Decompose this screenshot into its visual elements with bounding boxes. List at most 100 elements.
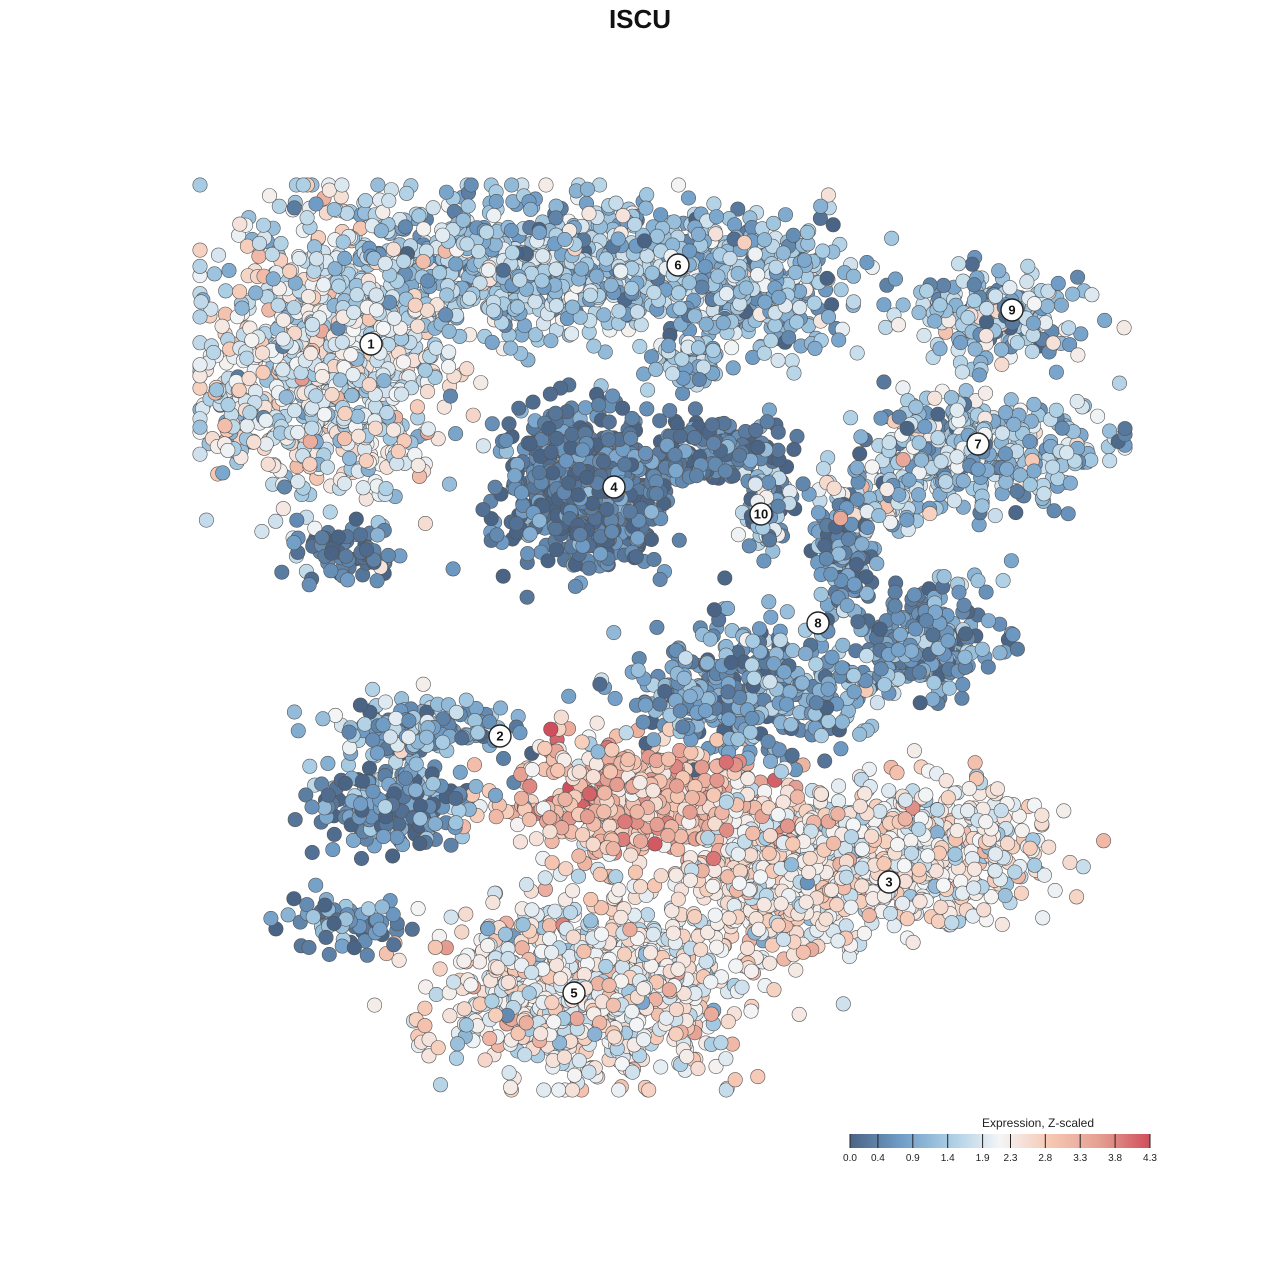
cell-point	[315, 711, 331, 727]
cell-point	[813, 198, 829, 214]
cell-point	[359, 947, 375, 963]
cell-point	[452, 764, 468, 780]
cell-point	[1035, 910, 1051, 926]
cell-point	[662, 403, 678, 419]
cell-point	[957, 626, 973, 642]
cell-point	[465, 407, 481, 423]
cell-point	[232, 216, 248, 232]
cell-point	[385, 241, 401, 257]
cell-point	[1070, 269, 1086, 285]
cell-point	[954, 690, 970, 706]
cell-point	[484, 416, 500, 432]
cell-points	[192, 177, 1133, 1098]
cell-point	[365, 732, 381, 748]
cell-point	[459, 361, 475, 377]
cell-point	[286, 704, 302, 720]
cell-point	[391, 952, 407, 968]
cell-point	[994, 356, 1010, 372]
cell-point	[443, 909, 459, 925]
cell-point	[831, 778, 847, 794]
cell-point	[905, 934, 921, 950]
cell-point	[268, 513, 284, 529]
cell-point	[791, 1006, 807, 1022]
cell-point	[367, 997, 383, 1013]
cell-point	[286, 200, 302, 216]
cell-point	[340, 572, 356, 588]
cell-point	[784, 353, 800, 369]
cell-point	[1112, 375, 1128, 391]
cell-point	[592, 866, 608, 882]
cell-point	[428, 340, 444, 356]
cell-point	[941, 680, 957, 696]
cell-point	[1069, 889, 1085, 905]
cell-point	[881, 783, 897, 799]
cell-point	[652, 571, 668, 587]
cell-point	[849, 345, 865, 361]
cell-point	[895, 380, 911, 396]
cell-point	[207, 266, 223, 282]
cell-point	[586, 338, 602, 354]
cell-point	[254, 523, 270, 539]
cell-point	[211, 247, 227, 263]
cell-point	[484, 993, 500, 1009]
cell-point	[834, 714, 850, 730]
cell-point	[365, 681, 381, 697]
cell-point	[425, 200, 441, 216]
cell-point	[993, 342, 1009, 358]
cell-point	[409, 399, 425, 415]
cell-point	[304, 844, 320, 860]
cell-point	[694, 759, 710, 775]
cell-point	[946, 493, 962, 509]
cell-point	[302, 758, 318, 774]
cell-point	[641, 1082, 657, 1098]
cell-point	[859, 255, 875, 271]
cell-point	[589, 715, 605, 731]
cell-point	[770, 424, 786, 440]
cell-point	[289, 512, 305, 528]
cell-point	[825, 217, 841, 233]
cell-point	[280, 907, 296, 923]
cell-point	[876, 297, 892, 313]
cell-point	[770, 352, 786, 368]
cell-point	[953, 335, 969, 351]
cell-point	[492, 700, 508, 716]
cell-point	[887, 271, 903, 287]
cell-point	[1056, 803, 1072, 819]
cell-point	[690, 1061, 706, 1077]
cell-point	[327, 707, 343, 723]
cell-point	[536, 1082, 552, 1098]
cell-point	[951, 256, 967, 272]
cell-point	[1019, 274, 1035, 290]
cell-point	[884, 230, 900, 246]
cell-point	[441, 476, 457, 492]
cell-point	[361, 760, 377, 776]
cell-point	[410, 901, 426, 917]
cell-point	[404, 921, 420, 937]
cell-point	[574, 734, 590, 750]
cell-point	[795, 476, 811, 492]
cell-point	[386, 937, 402, 953]
cell-point	[719, 600, 735, 616]
cell-point	[561, 688, 577, 704]
cell-point	[432, 961, 448, 977]
cell-point	[895, 297, 911, 313]
cell-point	[763, 609, 779, 625]
cell-point	[967, 755, 983, 771]
cell-point	[652, 413, 668, 429]
cell-point	[308, 877, 324, 893]
cell-point	[1062, 854, 1078, 870]
chart-title: ISCU	[608, 4, 672, 34]
cell-point	[565, 883, 581, 899]
cell-point	[274, 564, 290, 580]
cell-point	[495, 568, 511, 584]
cell-point	[819, 270, 835, 286]
cell-point	[1060, 506, 1076, 522]
cell-point	[551, 1082, 567, 1098]
cell-point	[528, 831, 544, 847]
cell-point	[772, 632, 788, 648]
cell-point	[994, 916, 1010, 932]
cell-point	[1084, 287, 1100, 303]
cell-point	[649, 619, 665, 635]
cell-point	[463, 177, 479, 193]
cell-point	[543, 333, 559, 349]
